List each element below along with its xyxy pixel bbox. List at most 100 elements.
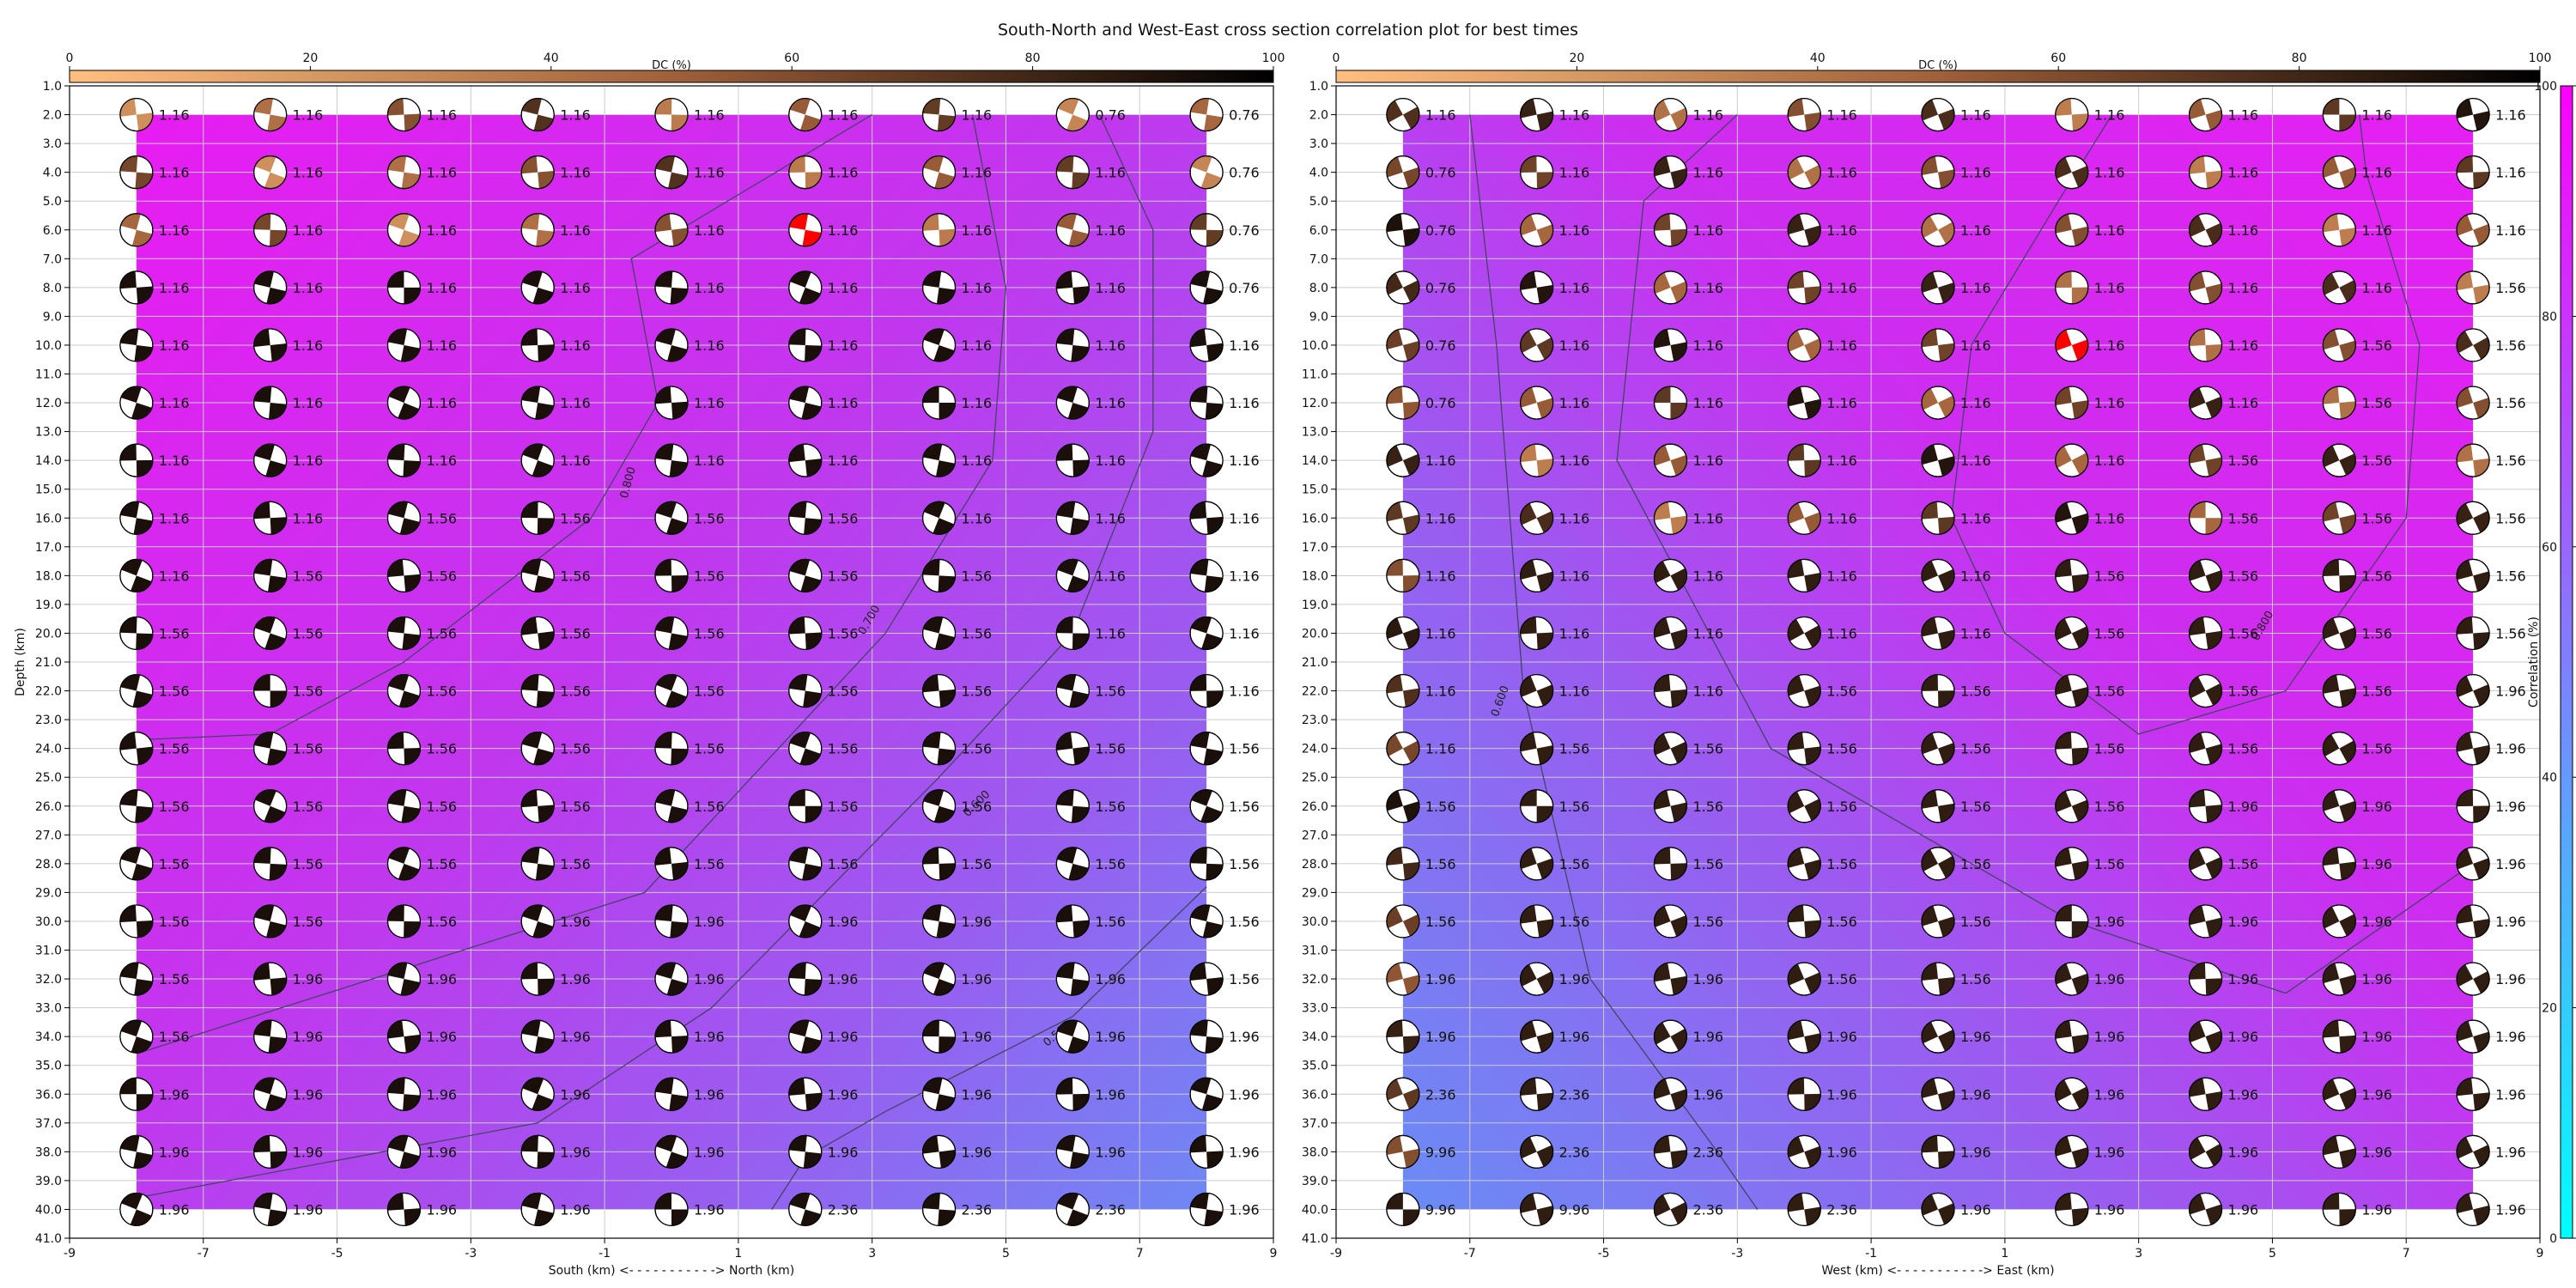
beachball-compression xyxy=(2205,805,2222,823)
time-label: 2.36 xyxy=(1559,1144,1590,1160)
time-label: 1.16 xyxy=(1826,280,1857,296)
beachball-outline xyxy=(654,443,689,477)
beachball-outline xyxy=(2322,501,2356,535)
time-label: 1.56 xyxy=(293,625,324,641)
beachball-outline xyxy=(788,558,823,592)
beachball-compression xyxy=(1536,919,1553,938)
beachball: 1.96 xyxy=(788,1134,858,1169)
beachball: 1.56 xyxy=(119,789,190,823)
beachball-compression xyxy=(2323,98,2340,115)
time-label: 1.16 xyxy=(1425,683,1456,700)
beachball-compression xyxy=(2205,978,2222,996)
time-label: 1.56 xyxy=(426,914,457,930)
time-label: 1.56 xyxy=(1826,971,1857,987)
time-label: 1.16 xyxy=(2228,395,2259,411)
time-label: 1.16 xyxy=(1095,337,1126,354)
beachball-compression xyxy=(387,559,404,578)
x-tick-label: -3 xyxy=(465,1247,477,1261)
beachball-outline xyxy=(119,270,154,305)
beachball-outline xyxy=(2188,501,2223,535)
beachball: 1.56 xyxy=(253,558,323,592)
beachball: 1.16 xyxy=(119,501,190,535)
beachball-compression xyxy=(788,1078,805,1096)
time-label: 1.56 xyxy=(1229,741,1260,757)
time-label: 1.16 xyxy=(426,453,457,469)
time-label: 1.56 xyxy=(1095,914,1126,930)
beachball-outline xyxy=(654,847,689,881)
beachball-compression xyxy=(2339,513,2356,534)
time-label: 2.36 xyxy=(1692,1201,1723,1218)
beachball-compression xyxy=(1938,1203,1955,1225)
beachball-outline xyxy=(2456,1192,2490,1227)
beachball-compression xyxy=(1206,1151,1224,1169)
beachball-outline xyxy=(1787,616,1821,651)
beachball: 1.96 xyxy=(253,1192,323,1227)
beachball-compression xyxy=(2055,618,2072,641)
beachball: 1.96 xyxy=(253,1077,323,1111)
beachball-compression xyxy=(788,617,805,635)
beachball: 1.16 xyxy=(1653,328,1723,362)
beachball: 1.96 xyxy=(921,1077,992,1111)
beachball: 1.96 xyxy=(119,1077,190,1111)
beachball-outline xyxy=(2456,616,2490,651)
beachball-outline xyxy=(2188,732,2223,766)
beachball: 1.16 xyxy=(520,386,591,420)
beachball: 0.76 xyxy=(1055,97,1126,132)
time-label: 1.16 xyxy=(2361,165,2392,181)
time-label: 1.16 xyxy=(426,222,457,239)
beachball-outline xyxy=(119,962,154,996)
beachball-compression xyxy=(136,633,153,650)
time-label: 1.16 xyxy=(2228,107,2259,124)
beachball-outline xyxy=(788,847,823,881)
beachball: 1.16 xyxy=(788,443,858,477)
beachball: 1.56 xyxy=(1787,962,1857,996)
dc-tick-label: 60 xyxy=(2050,52,2066,65)
beachball-compression xyxy=(1402,453,1419,476)
beachball-outline xyxy=(1653,616,1688,651)
beachball-outline xyxy=(921,847,957,881)
beachball-compression xyxy=(1072,459,1090,477)
beachball-compression xyxy=(2339,1087,2356,1109)
time-label: 1.16 xyxy=(2228,222,2259,239)
y-tick-label: 20.0 xyxy=(35,627,62,641)
beachball-compression xyxy=(535,863,555,880)
beachball: 1.96 xyxy=(788,1077,858,1111)
beachball-compression xyxy=(2323,906,2340,929)
beachball-compression xyxy=(2205,630,2222,650)
time-label: 1.56 xyxy=(2495,395,2526,411)
time-label: 1.56 xyxy=(1229,971,1260,987)
beachball-outline xyxy=(1921,1192,1955,1227)
time-label: 1.96 xyxy=(2361,1144,2392,1160)
time-label: 1.96 xyxy=(1960,1201,1991,1218)
beachball-compression xyxy=(1066,1209,1089,1226)
beachball: 1.16 xyxy=(1055,386,1126,420)
beachball-outline xyxy=(2055,789,2089,823)
beachball-compression xyxy=(655,386,671,404)
y-tick-label: 11.0 xyxy=(35,368,62,382)
beachball-compression xyxy=(253,386,272,404)
beachball: 1.96 xyxy=(520,962,591,996)
time-label: 1.96 xyxy=(828,914,859,930)
beachball-compression xyxy=(521,1135,538,1152)
time-label: 1.96 xyxy=(1425,1029,1456,1045)
time-label: 1.16 xyxy=(159,337,190,354)
time-label: 1.16 xyxy=(1229,453,1260,469)
beachball: 1.16 xyxy=(1189,443,1260,477)
beachball-compression xyxy=(1402,1209,1419,1226)
y-tick-label: 37.0 xyxy=(1302,1117,1328,1131)
beachball-compression xyxy=(670,920,688,938)
time-label: 1.16 xyxy=(1960,568,1991,584)
time-label: 1.96 xyxy=(560,1029,591,1045)
time-label: 1.56 xyxy=(694,510,725,526)
beachball-compression xyxy=(1070,1151,1090,1169)
beachball: 1.16 xyxy=(1921,386,1991,420)
beachball-outline xyxy=(654,1134,689,1169)
beachball-compression xyxy=(1938,629,1954,650)
beachball-compression xyxy=(268,575,287,592)
beachball: 1.16 xyxy=(2055,328,2124,362)
beachball: 1.96 xyxy=(2456,904,2526,939)
beachball-compression xyxy=(2473,971,2490,993)
beachball: 1.16 xyxy=(654,328,725,362)
time-label: 1.56 xyxy=(1826,914,1857,930)
beachball-compression xyxy=(1654,847,1671,865)
